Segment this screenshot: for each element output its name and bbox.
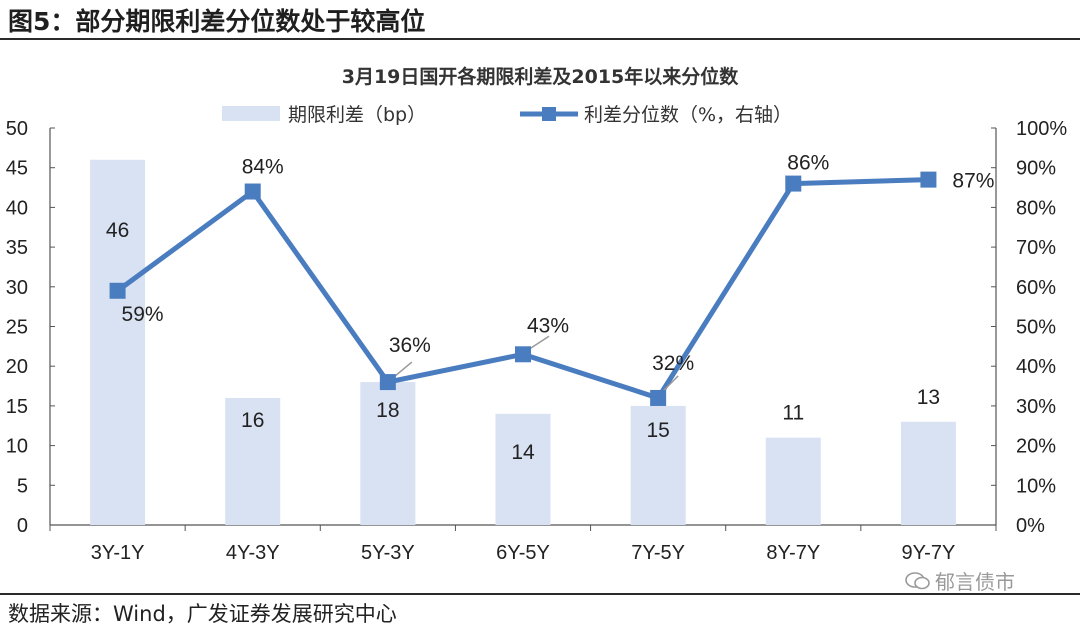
bar-data-label: 14 <box>511 441 535 464</box>
y-left-tick-label: 50 <box>6 118 28 140</box>
y-right-tick-label: 100% <box>1016 118 1067 140</box>
line-marker <box>920 171 937 188</box>
bar-data-label: 46 <box>106 219 129 242</box>
y-left-tick-label: 20 <box>6 356 28 378</box>
legend: 期限利差（bp） 利差分位数（%，右轴） <box>222 104 792 126</box>
bar-data-label: 18 <box>376 399 399 422</box>
x-tick-label: 6Y-5Y <box>496 542 550 564</box>
y-right-tick-label: 20% <box>1016 436 1056 458</box>
y-right-tick-label: 90% <box>1016 158 1056 180</box>
y-right-tick-label: 0% <box>1016 515 1045 537</box>
series-line-percentile <box>116 177 929 401</box>
line-data-label: 32% <box>652 352 694 375</box>
line-marker <box>244 183 261 200</box>
line-marker <box>379 374 396 391</box>
chart: 3月19日国开各期限利差及2015年以来分位数 期限利差（bp） 利差分位数（%… <box>6 65 1068 564</box>
y-left-tick-label: 40 <box>6 197 28 219</box>
line-data-label: 59% <box>122 303 164 326</box>
x-tick-label: 9Y-7Y <box>902 542 956 564</box>
bar-data-label: 13 <box>917 386 940 409</box>
y-right-tick-label: 30% <box>1016 396 1056 418</box>
chart-title: 3月19日国开各期限利差及2015年以来分位数 <box>342 65 740 88</box>
x-tick-label: 3Y-1Y <box>91 542 145 564</box>
wechat-icon <box>905 571 930 589</box>
y-right-tick-label: 60% <box>1016 277 1056 299</box>
bar <box>360 382 416 525</box>
y-left-tick-label: 30 <box>6 277 28 299</box>
watermark-text: 郁言债市 <box>935 570 1015 594</box>
y-left-tick-label: 5 <box>17 475 28 497</box>
line-marker <box>785 175 802 192</box>
line-data-label: 36% <box>389 334 431 357</box>
source-note: 数据来源：Wind，广发证券发展研究中心 <box>8 602 397 626</box>
x-tick-label: 5Y-3Y <box>361 542 415 564</box>
y-left-tick-label: 45 <box>6 158 28 180</box>
bar-data-label: 11 <box>782 402 804 425</box>
watermark: 郁言债市 <box>905 566 1015 595</box>
bottom-rule <box>0 593 1080 595</box>
label-leader-line <box>661 375 679 393</box>
top-rule <box>0 38 1080 40</box>
line-marker <box>515 346 531 363</box>
bar-data-label: 15 <box>646 419 669 442</box>
line-data-label: 43% <box>527 314 569 337</box>
bar <box>765 437 821 525</box>
y-left-tick-label: 15 <box>6 396 28 418</box>
y-left-tick-label: 0 <box>17 515 28 537</box>
x-tick-label: 7Y-5Y <box>631 542 685 564</box>
legend-bar-label: 期限利差（bp） <box>288 104 426 126</box>
line-data-label: 84% <box>242 156 284 179</box>
bar <box>90 159 146 525</box>
legend-line-label: 利差分位数（%，右轴） <box>584 104 792 126</box>
x-tick-label: 4Y-3Y <box>226 542 280 564</box>
legend-line-marker <box>542 107 556 121</box>
bar <box>900 421 956 525</box>
line-marker <box>109 282 126 299</box>
y-left-tick-label: 35 <box>6 237 28 259</box>
bar <box>225 397 281 525</box>
line-data-label: 87% <box>952 170 994 193</box>
line-data-label: 86% <box>787 152 829 175</box>
y-right-tick-label: 70% <box>1016 237 1056 259</box>
label-leader-line <box>393 361 413 378</box>
y-right-tick-label: 10% <box>1016 475 1056 497</box>
figure-title: 图5：部分期限利差分位数处于较高位 <box>8 7 426 36</box>
y-left-tick-label: 10 <box>6 436 28 458</box>
plot-area: 0 5 10 15 20 25 30 35 40 45 50 0% 10% 20% 30% 40% 50% 60%… <box>6 118 1068 564</box>
line-marker <box>650 389 667 406</box>
x-tick-label: 8Y-7Y <box>766 542 820 564</box>
legend-bar-swatch <box>222 106 280 121</box>
bar <box>495 413 551 525</box>
y-right-tick-label: 40% <box>1016 356 1056 378</box>
bar-data-label: 16 <box>241 409 264 432</box>
label-leader-line <box>528 335 550 350</box>
y-left-tick-label: 25 <box>6 317 28 339</box>
bar <box>630 405 686 525</box>
y-right-tick-label: 80% <box>1016 197 1056 219</box>
y-right-tick-label: 50% <box>1016 317 1056 339</box>
